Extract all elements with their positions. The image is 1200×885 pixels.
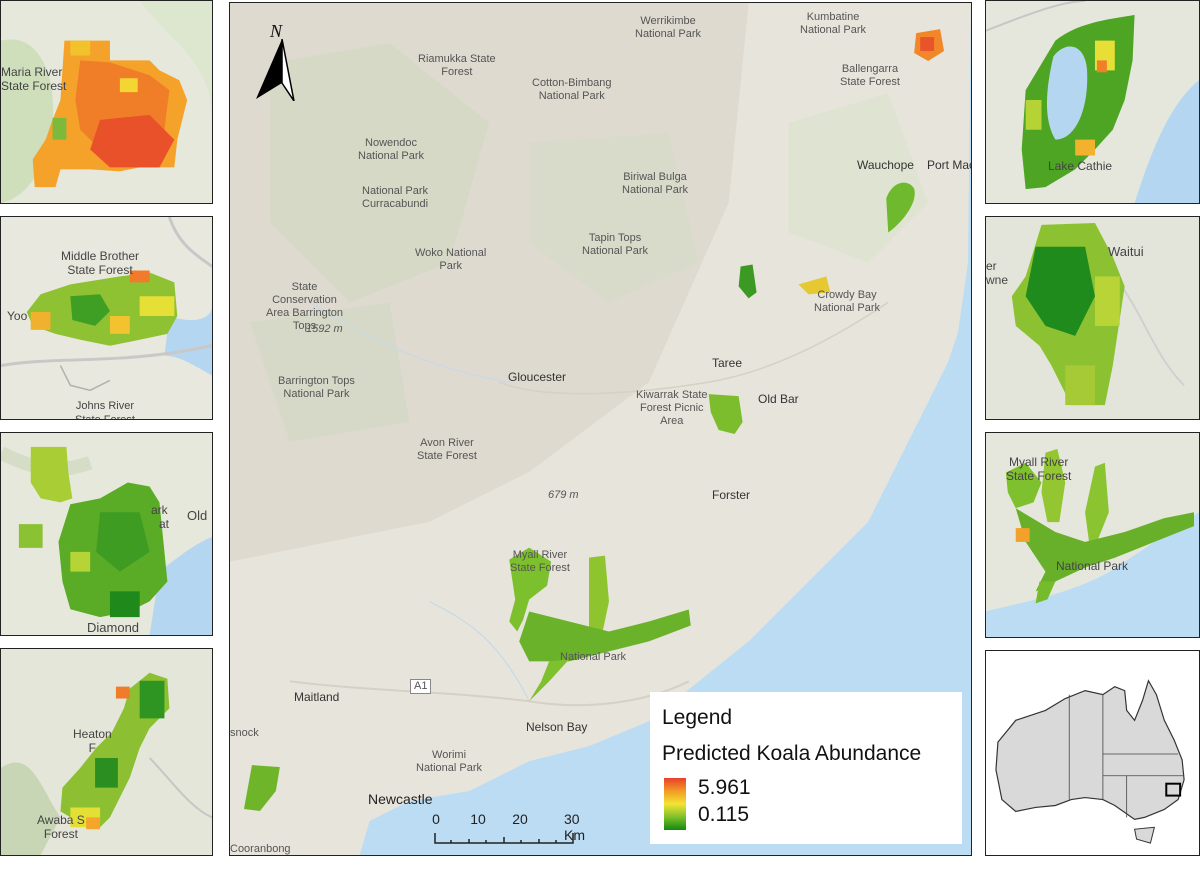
place-label: Crowdy Bay National Park [814, 289, 881, 314]
inset-map-lake-cathie[interactable]: Lake Cathie [985, 0, 1200, 204]
inset-map-canvas [1, 649, 212, 855]
road-label: A1 [410, 679, 432, 694]
place-label: Taree [712, 356, 743, 370]
scale-tick: 30 Km [564, 811, 585, 843]
place-label: State Conservation Area Barrington Tops [266, 281, 344, 332]
place-label: Kumbatine National Park [800, 11, 867, 36]
inset-map-myall-lakes[interactable]: Myall River State Forest National Park [985, 432, 1200, 638]
place-label: Maria River State Forest [1, 65, 67, 93]
legend-color-ramp [664, 778, 686, 830]
place-label: Biriwal Bulga National Park [622, 171, 689, 196]
place-label: Worimi National Park [416, 749, 483, 774]
north-label: N [270, 21, 283, 41]
place-label: Old Bar [758, 392, 799, 406]
main-map[interactable]: N Werrikimbe National Park Kumbatine Nat… [229, 2, 972, 856]
koala-abundance-raster [1005, 448, 1195, 604]
place-label: Yoo [7, 309, 28, 323]
place-label: National Park [560, 651, 627, 663]
inset-map-canvas [986, 433, 1199, 637]
scale-bar: 0 10 20 30 Km [432, 811, 612, 851]
place-label: Waitui [1108, 244, 1144, 259]
inset-map-waitui[interactable]: Waitui er wne [985, 216, 1200, 420]
koala-abundance-raster [60, 672, 170, 830]
place-label: Middle Brother State Forest [61, 249, 140, 277]
place-label: Avon River State Forest [417, 437, 477, 462]
place-label: Old [187, 508, 208, 523]
place-label: Tapin Tops National Park [582, 232, 649, 257]
place-label: Newcastle [368, 791, 433, 807]
legend-min-value: 0.115 [698, 803, 749, 826]
locator-map-australia[interactable] [985, 650, 1200, 856]
koala-abundance-raster [1021, 14, 1135, 190]
place-label: Johns River State Forest [75, 400, 135, 420]
place-label: Lake Cathie [1048, 159, 1113, 173]
place-label: Barrington Tops National Park [278, 375, 355, 400]
place-label: Myall River State Forest [1006, 455, 1072, 483]
australia-outline [995, 679, 1185, 844]
place-label: Maitland [294, 690, 340, 704]
inset-map-canvas [986, 217, 1199, 419]
north-arrow-icon [256, 39, 295, 101]
place-label: Wauchope [857, 158, 914, 172]
place-label: Cotton-Bimbang National Park [532, 77, 612, 102]
koala-abundance-raster [26, 270, 178, 346]
legend-title: Legend [662, 706, 733, 729]
scale-tick: 0 [432, 811, 440, 827]
scale-bar-line [434, 833, 574, 844]
koala-abundance-raster [1011, 222, 1125, 406]
place-label: Riamukka State Forest [418, 53, 496, 78]
place-label: Forster [712, 488, 751, 502]
elevation-label: 679 m [548, 489, 579, 501]
place-label: at [159, 517, 170, 531]
inset-map-heaton[interactable]: Heaton F Awaba S Forest [0, 648, 213, 856]
north-arrow: N [256, 21, 296, 103]
scale-tick: 10 [470, 811, 486, 827]
koala-abundance-raster [32, 40, 188, 188]
place-label: Heaton F [73, 727, 112, 755]
place-label: Woko National Park [415, 247, 487, 272]
place-label: National Park [1056, 559, 1129, 573]
legend-max-value: 5.961 [698, 776, 751, 799]
inset-map-canvas [986, 1, 1199, 203]
inset-map-diamond[interactable]: ark at Old Diamond [0, 432, 213, 636]
place-label: er wne [986, 259, 1009, 287]
koala-abundance-raster [243, 29, 945, 811]
place-label: Diamond [87, 620, 140, 635]
koala-abundance-raster [18, 446, 168, 618]
place-label: Ballengarra State Forest [840, 63, 900, 88]
place-label: Kiwarrak State Forest Picnic Area [636, 389, 708, 427]
legend: Legend Predicted Koala Abundance 5.961 0… [650, 692, 962, 844]
inset-map-middle-brother[interactable]: Middle Brother State Forest Yoo Johns Ri… [0, 216, 213, 420]
place-label: Gloucester [508, 370, 567, 384]
place-label: ark [151, 503, 168, 517]
legend-subtitle: Predicted Koala Abundance [662, 742, 922, 765]
place-label: snock [230, 727, 259, 739]
study-area-box [1165, 782, 1182, 797]
scale-tick: 20 [512, 811, 528, 827]
main-map-canvas [230, 3, 971, 855]
place-label: Nelson Bay [526, 720, 588, 734]
place-label: Cooranbong [230, 843, 291, 855]
place-label: Werrikimbe National Park [635, 15, 702, 40]
place-label: National Park Curracabundi [362, 185, 429, 210]
place-label: Nowendoc National Park [358, 137, 425, 162]
inset-map-maria-river[interactable]: Maria River State Forest [0, 0, 213, 204]
inset-map-canvas [1, 217, 212, 419]
inset-map-canvas [1, 433, 212, 635]
elevation-label: 1592 m [306, 323, 343, 335]
place-label: Awaba S Forest [37, 813, 85, 841]
place-label: Port Mac [927, 158, 972, 172]
inset-map-canvas [1, 1, 212, 203]
place-label: Myall River State Forest [510, 549, 570, 574]
